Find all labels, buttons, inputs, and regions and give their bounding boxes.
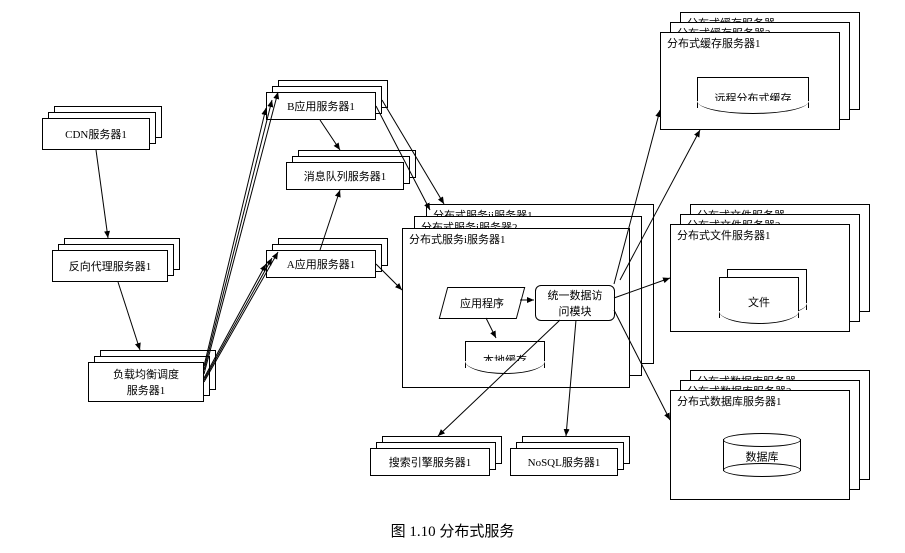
app-program: 应用程序: [439, 287, 526, 319]
remote-cache-label-0: 分布式缓存服务器1: [667, 35, 761, 51]
load-balancer-server: 负载均衡调度 服务器1: [88, 362, 204, 402]
app-b-label: B应用服务器1: [287, 98, 355, 114]
search-label: 搜索引擎服务器1: [389, 454, 472, 470]
app-program-label: 应用程序: [460, 295, 504, 311]
file-doc: 文件: [719, 277, 799, 318]
reverse-proxy-server: 反向代理服务器1: [52, 250, 168, 282]
local-cache-label: 本地缓存: [466, 352, 544, 368]
remote-cache-doc: 远程分布式缓存: [697, 77, 809, 108]
app-a-server: A应用服务器1: [266, 250, 376, 278]
search-server: 搜索引擎服务器1: [370, 448, 490, 476]
cdn-server: CDN服务器1: [42, 118, 150, 150]
figure-caption-text: 图 1.10 分布式服务: [391, 524, 515, 540]
mq-server: 消息队列服务器1: [286, 162, 404, 190]
database-label: 数据库: [723, 449, 801, 465]
app-b-server: B应用服务器1: [266, 92, 376, 120]
file-server: 分布式文件服务器1 文件: [670, 224, 850, 332]
remote-cache-server: 分布式缓存服务器1 远程分布式缓存: [660, 32, 840, 130]
dist-service-label-0: 分布式服务i服务器1: [409, 231, 506, 247]
nosql-server: NoSQL服务器1: [510, 448, 618, 476]
database-icon: 数据库: [723, 433, 801, 477]
nosql-label: NoSQL服务器1: [528, 454, 601, 470]
file-doc-label: 文件: [720, 294, 798, 310]
file-server-label-0: 分布式文件服务器1: [677, 227, 771, 243]
uda-label: 统一数据访 问模块: [548, 287, 603, 319]
distributed-service-server: 分布式服务i服务器1 应用程序 统一数据访 问模块 本地缓存: [402, 228, 630, 388]
local-cache: 本地缓存: [465, 341, 545, 368]
figure-caption: 图 1.10 分布式服务: [0, 520, 905, 541]
reverse-proxy-label: 反向代理服务器1: [69, 258, 152, 274]
db-server: 分布式数据库服务器1 数据库: [670, 390, 850, 500]
remote-cache-inner-label: 远程分布式缓存: [698, 90, 808, 106]
unified-data-access: 统一数据访 问模块: [535, 285, 615, 321]
app-a-label: A应用服务器1: [287, 256, 355, 272]
mq-label: 消息队列服务器1: [304, 168, 387, 184]
db-server-label-0: 分布式数据库服务器1: [677, 393, 782, 409]
cdn-label: CDN服务器1: [65, 126, 127, 142]
load-balancer-label: 负载均衡调度 服务器1: [113, 366, 179, 398]
